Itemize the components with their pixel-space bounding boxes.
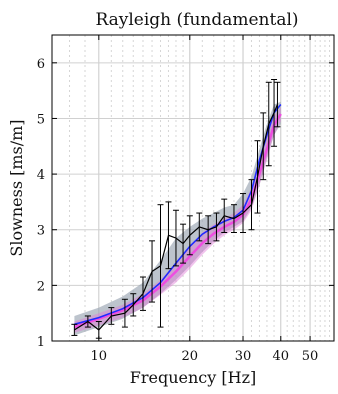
x-tick-label: 50 bbox=[302, 349, 319, 364]
pink-band bbox=[74, 107, 281, 333]
x-tick-label: 10 bbox=[91, 349, 108, 364]
ticks: 10 20 30 40 50 1 2 3 4 5 6 bbox=[37, 35, 334, 364]
y-tick-label: 6 bbox=[37, 57, 45, 72]
x-tick-label: 30 bbox=[235, 349, 252, 364]
y-tick-label: 5 bbox=[37, 112, 45, 127]
plot-frame bbox=[51, 34, 335, 342]
y-tick-label: 4 bbox=[37, 168, 45, 183]
pink-series-line bbox=[73, 113, 282, 329]
y-tick-label: 1 bbox=[37, 335, 45, 350]
grid bbox=[52, 35, 334, 341]
bands bbox=[74, 101, 281, 336]
error-bars bbox=[71, 79, 281, 339]
lines bbox=[73, 103, 282, 331]
chart-title: Rayleigh (fundamental) bbox=[95, 10, 298, 30]
x-axis-label: Frequency [Hz] bbox=[130, 368, 257, 387]
y-tick-label: 2 bbox=[37, 279, 45, 294]
blue-series-line bbox=[74, 103, 282, 326]
y-tick-label: 3 bbox=[37, 224, 45, 239]
x-tick-label: 40 bbox=[273, 349, 290, 364]
ensemble-band bbox=[74, 101, 281, 336]
y-axis-label: Slowness [ms/m] bbox=[7, 119, 26, 256]
x-tick-label: 20 bbox=[182, 349, 199, 364]
